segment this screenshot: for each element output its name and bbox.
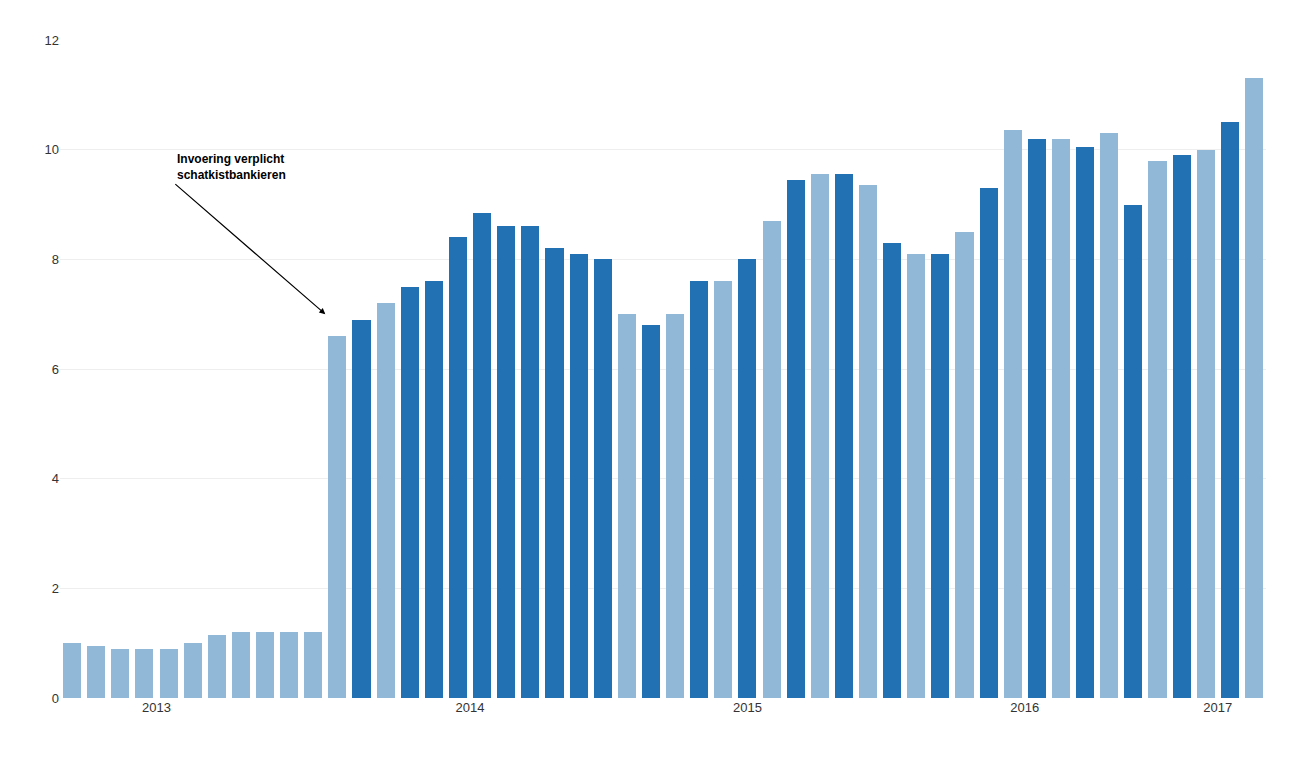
- svg-text:2016: 2016: [1010, 700, 1039, 715]
- svg-text:8: 8: [52, 252, 59, 267]
- svg-text:2: 2: [52, 581, 59, 596]
- svg-text:4: 4: [52, 471, 59, 486]
- svg-text:0: 0: [52, 691, 59, 706]
- svg-text:2015: 2015: [733, 700, 762, 715]
- svg-text:2013: 2013: [142, 700, 171, 715]
- svg-text:Invoering verplichtschatkistba: Invoering verplichtschatkistbankieren: [177, 152, 286, 182]
- svg-text:6: 6: [52, 362, 59, 377]
- svg-text:12: 12: [45, 33, 59, 48]
- svg-text:2014: 2014: [456, 700, 485, 715]
- svg-text:10: 10: [45, 142, 59, 157]
- svg-text:2017: 2017: [1203, 700, 1232, 715]
